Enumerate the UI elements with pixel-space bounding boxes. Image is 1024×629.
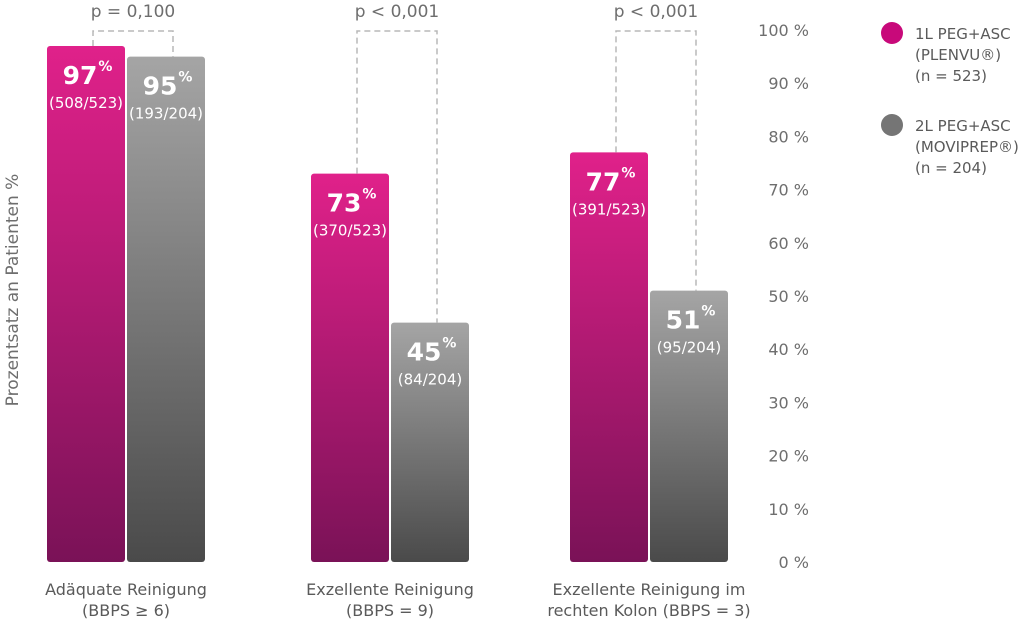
- value-label: 73: [327, 189, 362, 218]
- y-tick-label: 90 %: [768, 74, 809, 93]
- category-sublabel: (BBPS ≥ 6): [82, 601, 170, 620]
- percent-sign: %: [621, 165, 635, 181]
- category-label: Adäquate Reinigung: [45, 580, 207, 599]
- y-tick-label: 0 %: [779, 553, 809, 572]
- p-value-label: p < 0,001: [355, 2, 440, 22]
- value-label: 51: [666, 306, 701, 335]
- y-tick-label: 30 %: [768, 393, 809, 412]
- bar-moviprep-2: [391, 322, 469, 562]
- y-tick-label: 20 %: [768, 447, 809, 466]
- y-axis-title: Prozentsatz an Patienten %: [3, 174, 23, 407]
- y-tick-label: 40 %: [768, 340, 809, 359]
- bar-moviprep-3: [650, 290, 728, 562]
- bar-labels: 97 % (508/523) 95 % (193/204) 73 % (370/523) 45 % (…: [49, 59, 721, 389]
- legend-label: 1L PEG+ASC: [915, 25, 1011, 43]
- y-tick-label: 100 %: [758, 21, 809, 40]
- legend-label: (MOVIPREP®): [915, 138, 1019, 156]
- legend-marker-moviprep: [881, 114, 903, 136]
- y-tick-label: 80 %: [768, 127, 809, 146]
- category-labels: Adäquate Reinigung (BBPS ≥ 6) Exzellente R…: [45, 580, 751, 620]
- p-value-label: p = 0,100: [91, 2, 176, 22]
- fraction-label: (84/204): [398, 371, 462, 389]
- y-axis: 0 % 10 % 20 % 30 % 40 % 50 % 60 % 70 % 80 % 90 % 1…: [758, 21, 809, 572]
- fraction-label: (391/523): [572, 200, 646, 218]
- value-label: 77: [586, 167, 621, 196]
- category-sublabel: (BBPS = 9): [346, 601, 434, 620]
- value-label: 95: [143, 72, 178, 101]
- significance-bracket: [615, 30, 697, 291]
- percent-sign: %: [178, 70, 192, 86]
- fraction-label: (508/523): [49, 94, 123, 112]
- legend-label: (PLENVU®): [915, 46, 1001, 64]
- significance-bracket: [92, 30, 174, 57]
- bar-moviprep-1: [127, 56, 205, 562]
- y-tick-label: 70 %: [768, 181, 809, 200]
- bars-group: [47, 45, 728, 563]
- bar-plenvu-2: [311, 173, 389, 562]
- legend-label: 2L PEG+ASC: [915, 117, 1011, 135]
- percent-sign: %: [362, 187, 376, 203]
- percent-sign: %: [701, 304, 715, 320]
- significance-bracket: [356, 30, 438, 323]
- legend-label: (n = 523): [915, 67, 987, 85]
- bar-plenvu-3: [570, 152, 648, 563]
- y-tick-label: 10 %: [768, 500, 809, 519]
- legend-label: (n = 204): [915, 159, 987, 177]
- category-label: Exzellente Reinigung: [306, 580, 474, 599]
- fraction-label: (370/523): [313, 222, 387, 240]
- p-value-label: p < 0,001: [614, 2, 699, 22]
- percent-sign: %: [98, 59, 112, 75]
- fraction-label: (95/204): [657, 339, 721, 357]
- legend: 1L PEG+ASC (PLENVU®) (n = 523) 2L PEG+ASC (M…: [881, 22, 1019, 177]
- category-label: Exzellente Reinigung im: [553, 580, 746, 599]
- value-label: 45: [407, 338, 442, 367]
- y-tick-label: 60 %: [768, 234, 809, 253]
- value-label: 97: [63, 61, 98, 90]
- legend-marker-plenvu: [881, 22, 903, 44]
- fraction-label: (193/204): [129, 105, 203, 123]
- category-sublabel: rechten Kolon (BBPS = 3): [547, 601, 750, 620]
- percent-sign: %: [442, 336, 456, 352]
- y-tick-label: 50 %: [768, 287, 809, 306]
- bar-plenvu-1: [47, 45, 125, 562]
- significance-brackets: p = 0,100 p < 0,001 p < 0,001: [91, 2, 699, 323]
